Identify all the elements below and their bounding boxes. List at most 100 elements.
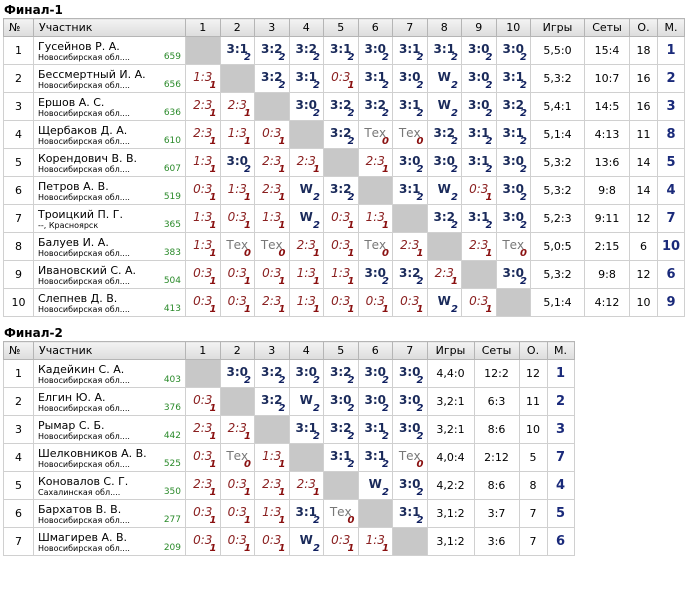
match-result-cell[interactable]: 3:0 2 — [288, 359, 324, 388]
match-result-cell[interactable]: 3:1 2 — [323, 36, 359, 65]
match-result-cell[interactable]: 1:3 1 — [185, 232, 221, 261]
match-result-cell[interactable]: 3:1 2 — [323, 443, 359, 472]
match-result-cell[interactable]: 3:0 2 — [495, 260, 531, 289]
match-result-cell[interactable]: 3:1 2 — [392, 176, 428, 205]
match-result-cell[interactable]: 3:2 2 — [323, 120, 359, 149]
participant-name-link[interactable]: Ершов А. С. — [38, 96, 105, 109]
match-result-cell[interactable]: 0:3 1 — [219, 499, 255, 528]
match-result-cell[interactable]: 3:1 2 — [392, 499, 428, 528]
match-result-cell[interactable]: 3:1 2 — [426, 36, 462, 65]
match-result-cell[interactable]: 3:1 2 — [219, 36, 255, 65]
col-header-participant[interactable]: Участник — [33, 18, 186, 37]
match-result-cell[interactable]: 0:3 1 — [461, 288, 497, 317]
match-result-cell[interactable]: 3:1 2 — [495, 120, 531, 149]
match-result-cell[interactable]: 2:3 1 — [392, 232, 428, 261]
participant-name-link[interactable]: Бессмертный И. А. — [38, 68, 146, 81]
col-header-opponent[interactable]: 4 — [288, 341, 324, 360]
match-result-cell[interactable]: Тех 0 — [219, 232, 255, 261]
match-result-cell[interactable]: 3:2 2 — [495, 92, 531, 121]
match-result-cell[interactable]: 3:2 2 — [323, 359, 359, 388]
participant-name-link[interactable]: Троицкий П. Г. — [38, 208, 123, 221]
participant-name-link[interactable]: Щербаков Д. А. — [38, 124, 128, 137]
participant-name-link[interactable]: Корендович В. В. — [38, 152, 138, 165]
match-result-cell[interactable]: 1:3 1 — [254, 499, 290, 528]
match-result-cell[interactable]: 3:2 2 — [254, 359, 290, 388]
col-header-number[interactable]: № — [3, 18, 34, 37]
match-result-cell[interactable]: 3:2 2 — [254, 36, 290, 65]
participant-name-link[interactable]: Балуев И. А. — [38, 236, 109, 249]
match-result-cell[interactable]: 0:3 1 — [185, 527, 221, 556]
match-result-cell[interactable]: 0:3 1 — [185, 288, 221, 317]
participant-name-link[interactable]: Шмагирев А. В. — [38, 531, 128, 544]
match-result-cell[interactable]: 3:0 2 — [357, 387, 393, 416]
match-result-cell[interactable]: 3:2 2 — [323, 176, 359, 205]
col-header-points[interactable]: О. — [629, 18, 658, 37]
participant-name-link[interactable]: Петров А. В. — [38, 180, 109, 193]
match-result-cell[interactable]: 0:3 1 — [185, 499, 221, 528]
match-result-cell[interactable]: 0:3 1 — [461, 176, 497, 205]
match-result-cell[interactable]: 3:2 2 — [254, 387, 290, 416]
match-result-cell[interactable]: 2:3 1 — [357, 148, 393, 177]
col-header-sets[interactable]: Сеты — [584, 18, 630, 37]
match-result-cell[interactable]: 3:0 2 — [495, 176, 531, 205]
match-result-cell[interactable]: 0:3 1 — [219, 260, 255, 289]
participant-name-link[interactable]: Гусейнов Р. А. — [38, 40, 120, 53]
col-header-opponent[interactable]: 5 — [323, 341, 359, 360]
col-header-opponent[interactable]: 3 — [254, 341, 290, 360]
match-result-cell[interactable]: 0:3 1 — [254, 260, 290, 289]
match-result-cell[interactable]: 3:0 2 — [495, 148, 531, 177]
col-header-opponent[interactable]: 2 — [219, 341, 255, 360]
match-result-cell[interactable]: 2:3 1 — [219, 415, 255, 444]
match-result-cell[interactable]: 2:3 1 — [219, 92, 255, 121]
match-result-cell[interactable]: Тех 0 — [323, 499, 359, 528]
match-result-cell[interactable]: 3:1 2 — [461, 148, 497, 177]
match-result-cell[interactable]: 3:0 2 — [392, 148, 428, 177]
match-result-cell[interactable]: 2:3 1 — [288, 471, 324, 500]
match-result-cell[interactable]: 3:0 2 — [392, 471, 428, 500]
participant-name-link[interactable]: Елгин Ю. А. — [38, 391, 106, 404]
col-header-opponent[interactable]: 6 — [357, 18, 393, 37]
match-result-cell[interactable]: 3:0 2 — [426, 148, 462, 177]
match-result-cell[interactable]: 2:3 1 — [461, 232, 497, 261]
match-result-cell[interactable]: 0:3 1 — [357, 288, 393, 317]
col-header-opponent[interactable]: 3 — [254, 18, 290, 37]
participant-name-link[interactable]: Шелковников А. В. — [38, 447, 147, 460]
match-result-cell[interactable]: 0:3 1 — [323, 204, 359, 233]
match-result-cell[interactable]: 1:3 1 — [254, 443, 290, 472]
match-result-cell[interactable]: 1:3 1 — [185, 148, 221, 177]
match-result-cell[interactable]: 3:0 2 — [357, 359, 393, 388]
match-result-cell[interactable]: 0:3 1 — [219, 204, 255, 233]
col-header-opponent[interactable]: 9 — [461, 18, 497, 37]
match-result-cell[interactable]: 2:3 1 — [185, 120, 221, 149]
match-result-cell[interactable]: 1:3 1 — [254, 204, 290, 233]
match-result-cell[interactable]: 3:0 2 — [288, 92, 324, 121]
match-result-cell[interactable]: 3:2 2 — [288, 36, 324, 65]
col-header-place[interactable]: М. — [546, 341, 575, 360]
col-header-opponent[interactable]: 10 — [495, 18, 531, 37]
participant-name-link[interactable]: Слепнев Д. В. — [38, 292, 118, 305]
match-result-cell[interactable]: 0:3 1 — [254, 527, 290, 556]
match-result-cell[interactable]: Тех 0 — [219, 443, 255, 472]
participant-name-link[interactable]: Ивановский С. А. — [38, 264, 137, 277]
col-header-opponent[interactable]: 5 — [323, 18, 359, 37]
match-result-cell[interactable]: 3:0 2 — [392, 387, 428, 416]
col-header-place[interactable]: М. — [657, 18, 685, 37]
col-header-participant[interactable]: Участник — [33, 341, 186, 360]
match-result-cell[interactable]: 0:3 1 — [185, 443, 221, 472]
match-result-cell[interactable]: 3:0 2 — [461, 36, 497, 65]
match-result-cell[interactable]: 2:3 1 — [254, 148, 290, 177]
match-result-cell[interactable]: Тех 0 — [392, 120, 428, 149]
match-result-cell[interactable]: 1:3 1 — [288, 288, 324, 317]
match-result-cell[interactable]: 1:3 1 — [357, 527, 393, 556]
match-result-cell[interactable]: 3:0 2 — [357, 36, 393, 65]
col-header-opponent[interactable]: 2 — [219, 18, 255, 37]
match-result-cell[interactable]: 1:3 1 — [357, 204, 393, 233]
match-result-cell[interactable]: 3:0 2 — [495, 36, 531, 65]
match-result-cell[interactable]: Тех 0 — [357, 232, 393, 261]
